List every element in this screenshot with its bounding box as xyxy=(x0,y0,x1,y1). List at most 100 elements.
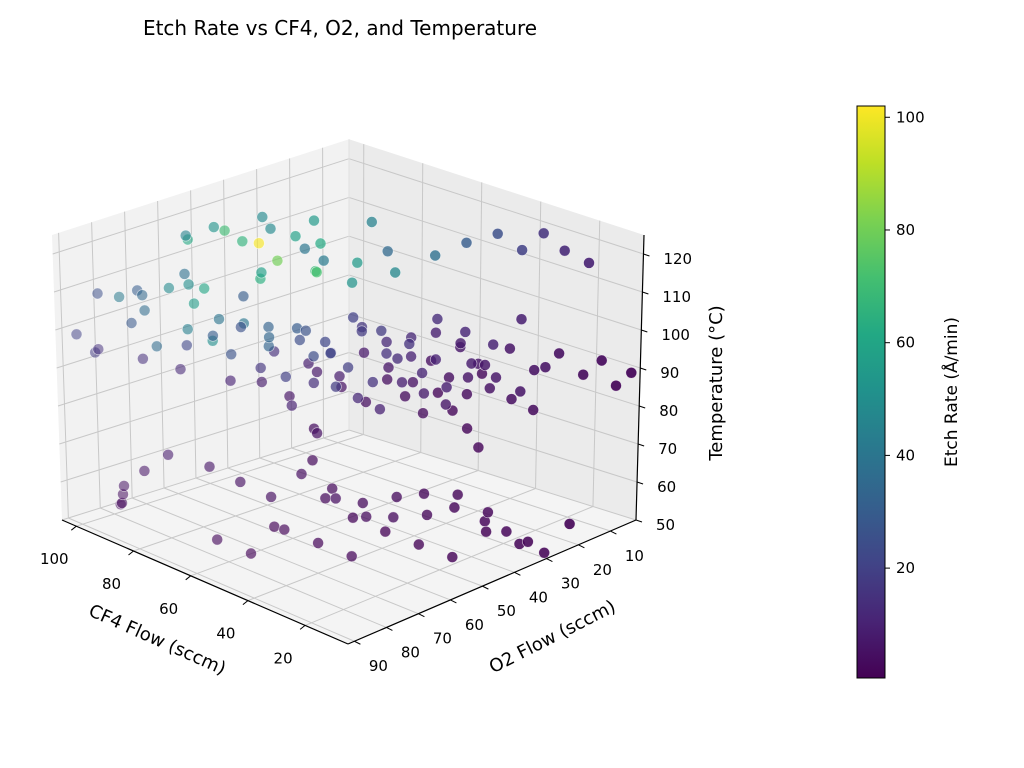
data-point xyxy=(224,374,237,387)
data-point xyxy=(299,324,312,337)
data-point xyxy=(380,336,393,348)
z-tick-label: 120 xyxy=(663,250,692,268)
data-point xyxy=(416,367,428,379)
data-point xyxy=(407,376,419,389)
data-point xyxy=(278,523,291,536)
z-tick-label: 90 xyxy=(660,364,679,382)
data-point xyxy=(92,343,105,356)
data-point xyxy=(151,340,163,353)
y-axis-line xyxy=(347,519,637,645)
x-grid-line-wall xyxy=(420,163,424,453)
data-point xyxy=(487,338,500,351)
data-point xyxy=(356,497,369,509)
floor-pane xyxy=(62,430,636,644)
data-point xyxy=(182,278,195,291)
data-point xyxy=(516,244,528,256)
left-back-pane xyxy=(52,139,349,521)
y-grid-line-floor xyxy=(195,477,483,587)
data-point xyxy=(429,353,442,366)
data-point xyxy=(352,392,364,404)
y-grid-line-floor xyxy=(68,517,355,642)
data-point xyxy=(235,321,247,333)
y-tick-label: 70 xyxy=(433,630,452,648)
data-point xyxy=(462,371,474,384)
data-point xyxy=(537,227,550,240)
data-point xyxy=(319,336,332,348)
y-grid-line-wall xyxy=(91,222,101,509)
data-point xyxy=(256,211,269,223)
y-tick-mark xyxy=(354,640,361,645)
data-point xyxy=(490,371,502,384)
data-point xyxy=(358,346,370,359)
data-point xyxy=(443,371,455,384)
y-grid-line-floor xyxy=(323,437,611,532)
data-point xyxy=(162,448,174,461)
scatter-points xyxy=(70,211,638,563)
colorbar-tick-label: 80 xyxy=(896,221,915,239)
y-tick-mark xyxy=(610,530,617,535)
x-grid-line-floor xyxy=(304,506,594,626)
y-grid-line-wall xyxy=(322,147,324,439)
data-point xyxy=(347,311,360,324)
data-point xyxy=(465,357,478,370)
z-grid-line-left xyxy=(53,196,350,293)
y-grid-line-floor xyxy=(291,447,579,546)
y-tick-mark xyxy=(450,599,457,604)
data-point xyxy=(389,266,402,279)
data-point xyxy=(577,368,590,381)
data-point xyxy=(271,254,284,267)
data-point xyxy=(610,379,622,392)
chart-title: Etch Rate vs CF4, O2, and Temperature xyxy=(143,16,537,40)
data-point xyxy=(563,518,576,530)
data-point xyxy=(125,317,138,329)
x-grid-line-floor xyxy=(190,470,479,577)
data-point xyxy=(326,482,339,495)
data-point xyxy=(439,398,452,411)
data-point xyxy=(324,347,337,360)
data-point xyxy=(375,324,388,337)
y-tick-label: 80 xyxy=(401,643,420,661)
data-point xyxy=(136,289,148,302)
data-point xyxy=(448,501,461,514)
data-point xyxy=(595,354,608,367)
data-point xyxy=(211,533,223,546)
y-tick-label: 10 xyxy=(625,547,644,565)
data-point xyxy=(504,342,516,355)
data-point xyxy=(461,422,473,435)
z-tick-label: 60 xyxy=(657,478,676,496)
data-point xyxy=(360,510,373,523)
grid-lines xyxy=(52,139,644,642)
z-tick-label: 50 xyxy=(656,516,675,534)
data-point xyxy=(298,242,311,255)
y-grid-line-floor xyxy=(131,497,419,615)
data-point xyxy=(293,334,306,346)
y-grid-line-wall xyxy=(124,211,133,499)
data-point xyxy=(265,491,277,503)
data-point xyxy=(505,393,518,405)
data-point xyxy=(431,313,444,325)
z-grid-line-right xyxy=(348,235,642,331)
z-tick-mark xyxy=(635,519,643,523)
data-point xyxy=(479,359,491,371)
z-tick-mark xyxy=(643,253,650,257)
data-point xyxy=(207,329,219,342)
data-point xyxy=(198,282,210,295)
data-point xyxy=(432,386,444,399)
data-point xyxy=(387,511,400,524)
data-point xyxy=(558,244,571,257)
data-point xyxy=(245,547,257,560)
data-point xyxy=(218,224,231,237)
z-grid-line-right xyxy=(348,390,638,483)
z-tick-label: 70 xyxy=(658,440,677,458)
y-tick-label: 90 xyxy=(369,657,388,675)
colorbar-tick-label: 40 xyxy=(896,446,915,464)
data-point xyxy=(317,254,330,267)
z-tick-mark xyxy=(641,329,648,333)
z-grid-line-left xyxy=(56,274,350,369)
data-point xyxy=(351,256,364,269)
x-grid-line-floor xyxy=(133,452,421,552)
data-point xyxy=(583,257,595,269)
x-axis-label: CF4 Flow (sccm) xyxy=(86,600,229,679)
data-point xyxy=(382,361,395,374)
